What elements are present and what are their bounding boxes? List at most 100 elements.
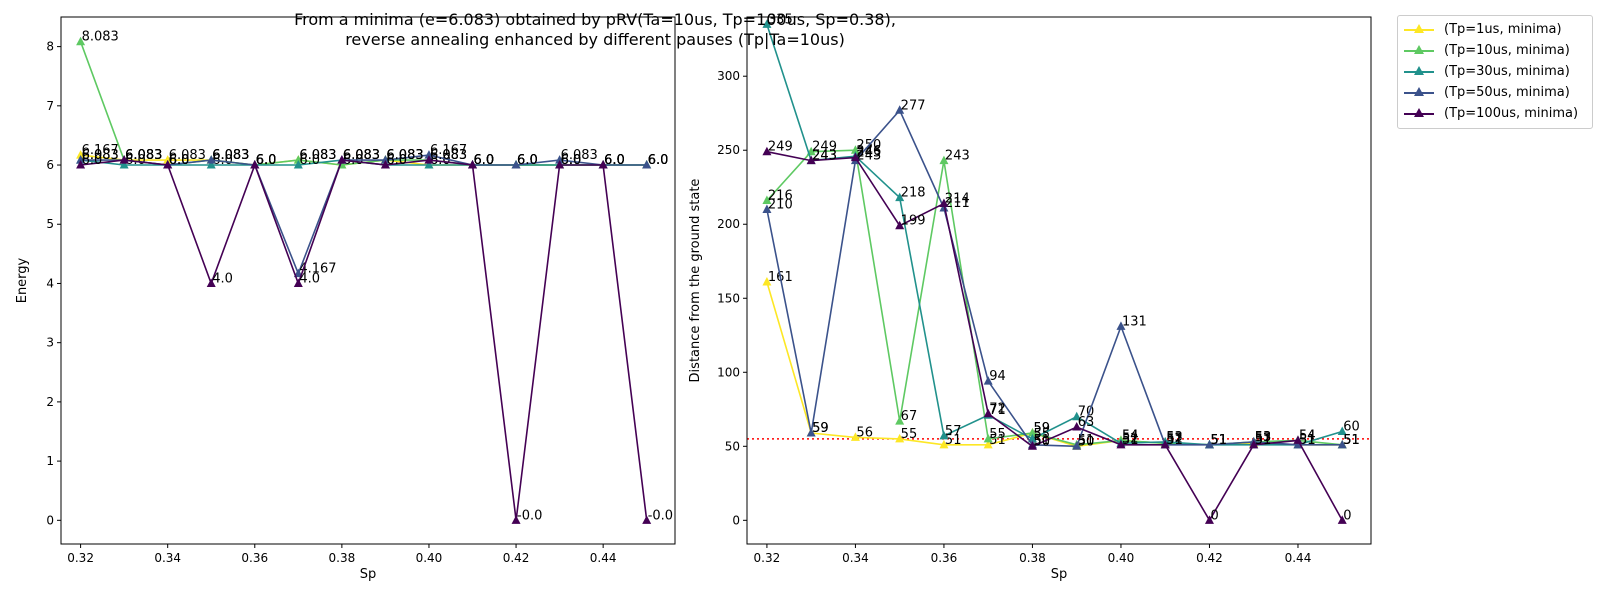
data-label-4-12: 54 [1299,428,1316,443]
data-label-4-9: 6.0 [474,153,495,168]
data-label-4-3: 199 [901,214,926,229]
y-tick-label-2: 100 [717,365,740,379]
y-tick-label-4: 4 [46,276,54,290]
data-label-0-8: 54 [1122,428,1139,443]
data-label-2-4: 6.0 [256,153,277,168]
x-axis-label: Sp [1051,567,1068,582]
data-label-1-7: 51 [1078,433,1095,448]
data-label-0-5: 6.083 [299,148,336,163]
data-point-4-3 [895,220,905,230]
data-label-3-0: 210 [768,197,793,212]
data-label-0-0: 6.167 [82,143,119,158]
data-point-4-1 [806,155,816,165]
plot-frame [60,16,676,545]
y-tick-label-0: 0 [46,513,54,527]
data-point-4-4 [939,198,949,208]
data-label-4-8: 6.083 [430,148,467,163]
data-label-3-7: 6.083 [386,148,423,163]
legend-swatch-4 [1404,107,1434,120]
data-label-1-0: 8.083 [82,30,119,45]
y-axis-label: Distance from the ground state [688,179,703,383]
x-axis-label: Sp [360,567,377,582]
data-point-3-3 [206,155,216,164]
data-label-3-4: 6.0 [256,153,277,168]
data-point-4-13 [642,515,652,524]
figure-title-line2: reverse annealing enhanced by different … [345,30,845,49]
data-point-1-2 [850,145,860,154]
data-label-3-2: 243 [856,149,881,164]
data-label-1-1: 249 [812,140,837,155]
data-label-2-13: 6.0 [648,153,669,168]
data-point-4-6 [1027,441,1037,450]
y-tick-label-8: 8 [46,40,54,54]
data-label-2-3: 218 [901,186,926,201]
series-line-1 [79,41,647,166]
data-point-4-12 [1293,435,1303,444]
y-tick-label-0: 0 [732,513,740,527]
data-label-3-9: 51 [1166,433,1183,448]
data-label-4-5: 4.0 [299,271,320,286]
legend-swatch-3 [1404,86,1434,99]
data-label-2-1: 6.0 [125,153,146,168]
figure-title: From a minima (e=6.083) obtained by pRV(… [0,10,1190,50]
x-tick-label-1: 0.34 [154,551,181,565]
legend-marker-1 [1414,44,1424,54]
data-label-0-13: 51 [1343,433,1360,448]
energy-plot: 6.167 6.083 6.083 6.083 6.0 6.083 6.0 6.083 6.0 6… [15,16,676,582]
data-label-4-2: 245 [856,146,881,161]
x-tick-label-2: 0.36 [931,551,958,565]
data-point-0-2 [163,155,173,164]
data-label-3-3: 277 [901,98,926,113]
data-point-4-13 [1337,515,1347,524]
data-point-4-7 [1072,422,1082,431]
data-label-3-9: 6.0 [474,153,495,168]
x-tick-label-6: 0.44 [1285,551,1312,565]
data-point-4-8 [1116,439,1126,449]
data-point-4-3 [206,278,216,287]
data-label-1-8: 54 [1122,428,1139,443]
data-point-3-7 [380,155,390,164]
data-label-4-4: 214 [945,192,970,207]
data-label-3-11: 6.083 [561,148,598,163]
data-point-4-10 [511,515,521,524]
data-label-0-13: 6.0 [648,153,669,168]
data-point-3-8 [1116,321,1126,330]
data-label-0-4: 51 [945,433,962,448]
data-label-3-11: 53 [1255,430,1272,445]
data-point-4-0 [76,160,86,169]
data-label-4-7: 6.0 [386,153,407,168]
y-axis-label: Energy [15,257,30,303]
data-label-3-7: 50 [1078,434,1095,449]
data-label-0-3: 6.083 [212,148,249,163]
data-label-2-4: 57 [945,424,962,439]
data-label-1-3: 67 [901,409,918,424]
data-label-2-8: 52 [1122,431,1139,446]
data-point-0-3 [895,433,905,443]
data-point-3-0 [76,155,86,164]
y-tick-label-3: 150 [717,291,740,305]
data-point-4-11 [555,160,565,169]
data-label-3-8: 6.167 [430,143,467,158]
data-point-3-0 [762,204,772,213]
data-point-4-5 [293,278,303,287]
data-label-3-6: 6.083 [343,148,380,163]
data-label-1-11: 53 [1255,430,1272,445]
legend-marker-2 [1414,65,1424,75]
data-point-0-2 [850,432,860,441]
data-point-2-3 [206,160,216,169]
data-point-3-1 [806,427,816,437]
x-tick-label-3: 0.38 [329,551,356,565]
data-point-0-4 [939,439,949,449]
data-label-2-13: 60 [1343,419,1360,434]
data-label-3-10: 51 [1210,433,1227,448]
data-label-4-13: -0.0 [648,508,673,523]
data-point-0-0 [762,276,772,286]
data-label-4-0: 249 [768,140,793,155]
series-line-3 [766,108,1343,448]
data-point-4-10 [1204,515,1214,524]
series-line-2 [766,24,1343,446]
x-tick-label-4: 0.40 [416,551,443,565]
data-label-3-12: 51 [1299,433,1316,448]
data-label-4-6: 6.083 [343,148,380,163]
